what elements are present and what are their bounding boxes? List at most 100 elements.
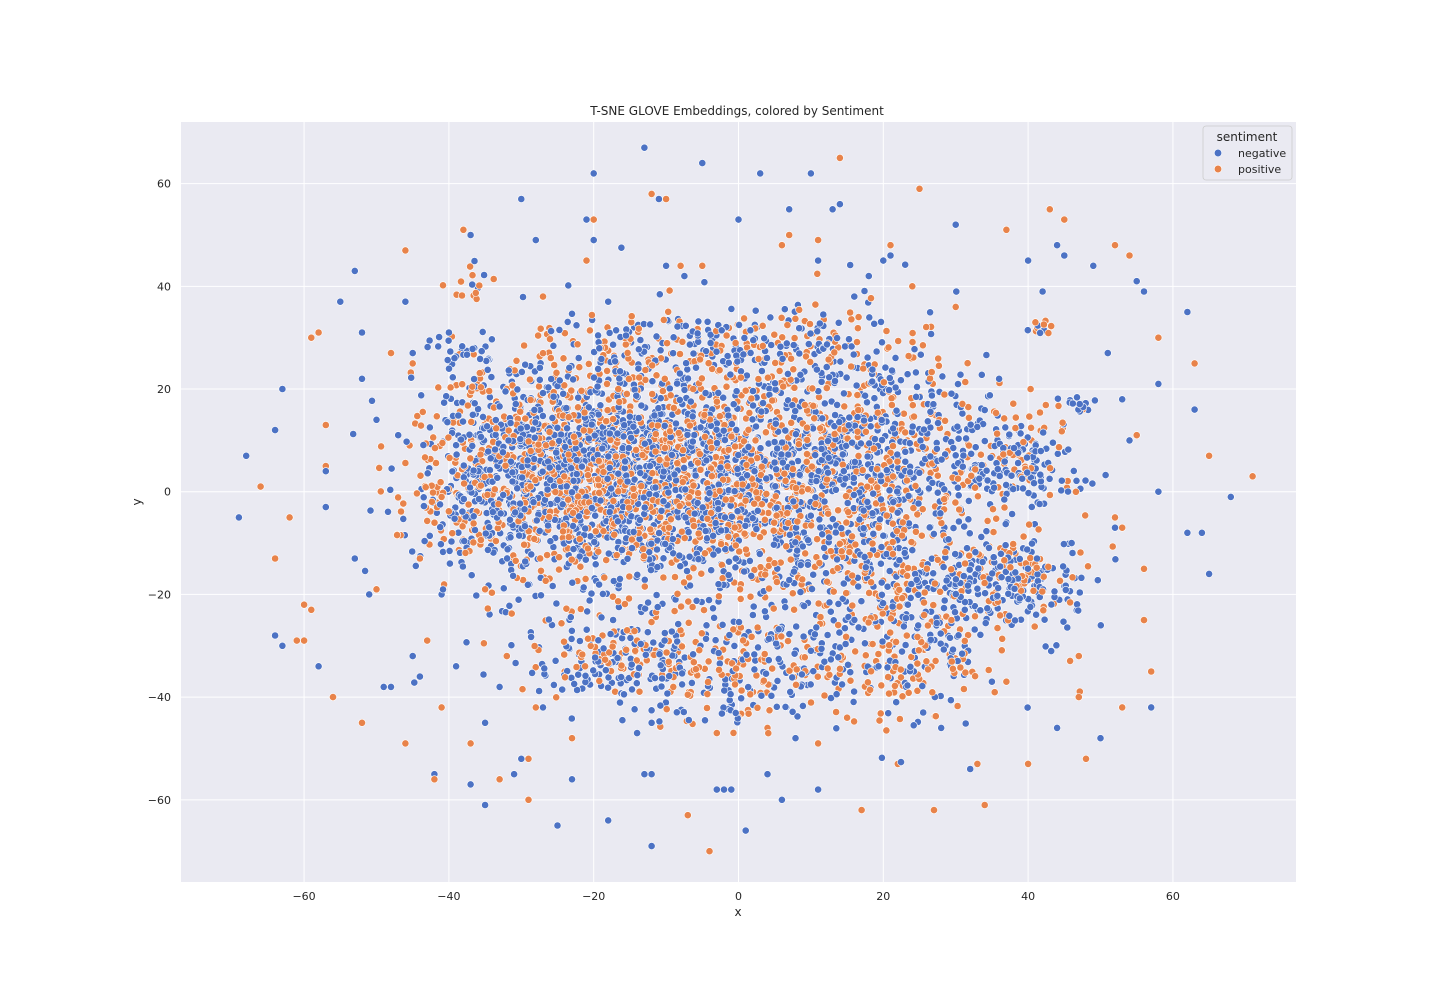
point-positive <box>1084 562 1092 571</box>
point-positive <box>927 368 936 376</box>
point-negative <box>634 414 643 422</box>
point-negative <box>721 436 729 444</box>
point-positive <box>1034 525 1043 534</box>
point-negative <box>479 412 487 421</box>
point-negative <box>792 622 801 631</box>
point-positive <box>814 739 822 748</box>
point-negative <box>423 343 432 351</box>
point-negative <box>788 673 797 682</box>
point-negative <box>954 491 963 500</box>
point-positive <box>459 225 468 234</box>
point-negative <box>807 169 815 178</box>
point-negative <box>532 516 541 525</box>
point-positive <box>271 554 279 563</box>
point-negative <box>546 537 555 546</box>
point-positive <box>760 650 769 658</box>
point-positive <box>680 578 688 587</box>
point-positive <box>663 339 671 348</box>
point-negative <box>740 567 749 576</box>
point-negative <box>636 336 645 344</box>
point-negative <box>463 350 471 359</box>
point-negative <box>434 342 443 351</box>
point-positive <box>678 642 686 651</box>
point-negative <box>694 317 703 326</box>
point-negative <box>1019 484 1027 493</box>
point-negative <box>796 561 805 569</box>
point-positive <box>898 518 907 527</box>
point-negative <box>878 338 886 347</box>
point-positive <box>567 386 576 395</box>
point-negative <box>976 606 985 615</box>
point-negative <box>816 523 825 532</box>
point-positive <box>993 624 1002 632</box>
point-negative <box>729 400 738 409</box>
point-negative <box>448 373 457 382</box>
point-positive <box>914 646 923 655</box>
point-negative <box>952 287 961 296</box>
point-positive <box>531 663 540 672</box>
point-positive <box>965 413 973 422</box>
point-negative <box>849 474 858 482</box>
point-positive <box>864 678 872 687</box>
point-negative <box>938 372 947 381</box>
point-negative <box>366 506 375 515</box>
point-negative <box>912 368 920 377</box>
point-positive <box>936 587 944 596</box>
point-negative <box>741 826 750 835</box>
point-negative <box>630 705 639 714</box>
chart-title: T-SNE GLOVE Embeddings, colored by Senti… <box>589 104 884 118</box>
point-negative <box>727 304 736 313</box>
point-positive <box>800 653 809 662</box>
point-negative <box>995 472 1004 480</box>
point-positive <box>846 676 855 685</box>
point-negative <box>914 621 923 630</box>
point-positive <box>608 642 617 651</box>
point-negative <box>1016 429 1025 438</box>
point-negative <box>974 564 983 573</box>
point-negative <box>971 602 979 611</box>
point-negative <box>885 386 893 394</box>
point-negative <box>892 698 901 707</box>
point-negative <box>682 359 690 368</box>
point-positive <box>926 374 934 383</box>
point-positive <box>575 363 584 372</box>
point-negative <box>718 620 727 629</box>
point-positive <box>773 578 781 586</box>
point-negative <box>747 572 756 580</box>
point-positive <box>877 681 886 690</box>
point-negative <box>727 785 736 794</box>
point-positive <box>832 708 840 716</box>
point-positive <box>623 348 632 357</box>
point-positive <box>639 545 648 553</box>
point-negative <box>901 641 910 649</box>
point-negative <box>891 383 900 392</box>
point-negative <box>435 333 443 341</box>
point-negative <box>878 436 886 444</box>
point-positive <box>659 573 668 582</box>
point-positive <box>401 246 410 255</box>
point-negative <box>849 350 858 359</box>
point-negative <box>744 683 753 691</box>
point-negative <box>568 578 577 587</box>
point-negative <box>1014 459 1022 467</box>
point-positive <box>731 541 740 550</box>
point-positive <box>504 426 513 435</box>
point-negative <box>535 375 544 384</box>
point-negative <box>947 696 955 705</box>
point-positive <box>947 657 956 666</box>
point-negative <box>582 215 591 224</box>
point-positive <box>1111 513 1119 522</box>
point-negative <box>689 349 698 358</box>
point-negative <box>566 613 575 622</box>
point-negative <box>576 637 584 645</box>
point-positive <box>664 657 673 666</box>
point-positive <box>771 492 780 501</box>
point-negative <box>726 370 735 379</box>
point-negative <box>752 422 760 431</box>
point-positive <box>764 729 773 738</box>
point-negative <box>655 650 664 659</box>
point-negative <box>749 611 757 619</box>
point-negative <box>509 571 517 580</box>
point-positive <box>951 498 960 507</box>
point-positive <box>876 709 885 718</box>
